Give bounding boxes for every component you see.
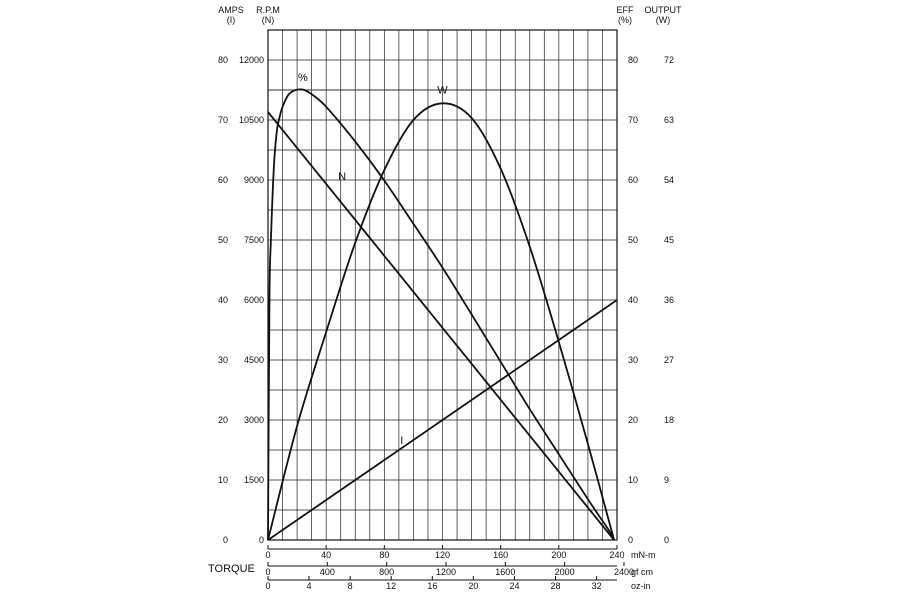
torque-tick-label: 12: [386, 581, 396, 591]
torque-unit-label: gf cm: [631, 567, 653, 577]
torque-tick-label: 4: [306, 581, 311, 591]
eff-tick-label: 30: [628, 355, 638, 365]
output-tick-label: 18: [664, 415, 674, 425]
plot-border: [267, 29, 618, 541]
torque-tick-label: 800: [379, 567, 394, 577]
amps-tick-label: 80: [218, 55, 228, 65]
amps-tick-label: 70: [218, 115, 228, 125]
amps-header-title: AMPS: [218, 5, 244, 15]
eff-tick-label: 60: [628, 175, 638, 185]
amps-tick-label: 60: [218, 175, 228, 185]
torque-unit-label: oz-in: [631, 581, 651, 591]
torque-label: TORQUE: [208, 563, 255, 575]
rpm-tick-label: 3000: [244, 415, 264, 425]
amps-tick-label: 40: [218, 295, 228, 305]
amps-tick-label: 10: [218, 475, 228, 485]
plot-frame: [267, 29, 618, 541]
output-tick-label: 72: [664, 55, 674, 65]
rpm-tick-label: 7500: [244, 235, 264, 245]
rpm-tick-label: 10500: [239, 115, 264, 125]
torque-tick-label: 20: [468, 581, 478, 591]
rpm-tick-label: 6000: [244, 295, 264, 305]
amps-tick-label: 30: [218, 355, 228, 365]
eff-header-unit: (%): [618, 15, 632, 25]
torque-tick-label: 0: [265, 581, 270, 591]
rpm-tick-label: 9000: [244, 175, 264, 185]
torque-tick-label: 160: [493, 550, 508, 560]
torque-tick-label: 40: [321, 550, 331, 560]
rpm-header-unit: (N): [262, 15, 275, 25]
eff-tick-label: 0: [628, 535, 633, 545]
amps-header-unit: (I): [227, 15, 236, 25]
torque-tick-label: 2000: [555, 567, 575, 577]
eff-tick-label: 40: [628, 295, 638, 305]
torque-tick-label: 16: [427, 581, 437, 591]
torque-tick-label: 1200: [436, 567, 456, 577]
torque-tick-label: 24: [509, 581, 519, 591]
torque-tick-label: 240: [609, 550, 624, 560]
curve-label-N: N: [338, 171, 346, 183]
output-tick-label: 63: [664, 115, 674, 125]
curve-%: [267, 88, 615, 541]
torque-tick-label: 0: [265, 550, 270, 560]
curves: [267, 88, 618, 541]
eff-header-title: EFF: [617, 5, 635, 15]
rpm-header-title: R.P.M: [256, 5, 280, 15]
amps-tick-label: 0: [223, 535, 228, 545]
output-tick-label: 45: [664, 235, 674, 245]
output-tick-label: 54: [664, 175, 674, 185]
output-header-unit: (W): [656, 15, 671, 25]
torque-unit-label: mN-m: [631, 550, 656, 560]
eff-tick-label: 20: [628, 415, 638, 425]
torque-tick-label: 28: [550, 581, 560, 591]
output-header-title: OUTPUT: [645, 5, 683, 15]
torque-tick-label: 400: [320, 567, 335, 577]
output-tick-label: 27: [664, 355, 674, 365]
eff-tick-label: 70: [628, 115, 638, 125]
torque-tick-label: 32: [592, 581, 602, 591]
curve-label-I: I: [400, 435, 403, 447]
amps-tick-label: 50: [218, 235, 228, 245]
eff-tick-label: 80: [628, 55, 638, 65]
output-tick-label: 0: [664, 535, 669, 545]
torque-tick-label: 200: [551, 550, 566, 560]
torque-tick-label: 2400: [614, 567, 634, 577]
rpm-tick-label: 12000: [239, 55, 264, 65]
curve-W: [267, 102, 615, 541]
rpm-tick-label: 1500: [244, 475, 264, 485]
curve-label-W: W: [437, 84, 448, 96]
curve-label-%: %: [298, 72, 308, 84]
torque-tick-label: 120: [435, 550, 450, 560]
torque-tick-label: 0: [265, 567, 270, 577]
amps-tick-label: 20: [218, 415, 228, 425]
rpm-tick-label: 0: [259, 535, 264, 545]
curve-N: [267, 111, 615, 541]
rpm-tick-label: 4500: [244, 355, 264, 365]
output-tick-label: 9: [664, 475, 669, 485]
torque-tick-label: 80: [379, 550, 389, 560]
output-tick-label: 36: [664, 295, 674, 305]
torque-tick-label: 8: [348, 581, 353, 591]
eff-tick-label: 50: [628, 235, 638, 245]
torque-tick-label: 1600: [495, 567, 515, 577]
eff-tick-label: 10: [628, 475, 638, 485]
